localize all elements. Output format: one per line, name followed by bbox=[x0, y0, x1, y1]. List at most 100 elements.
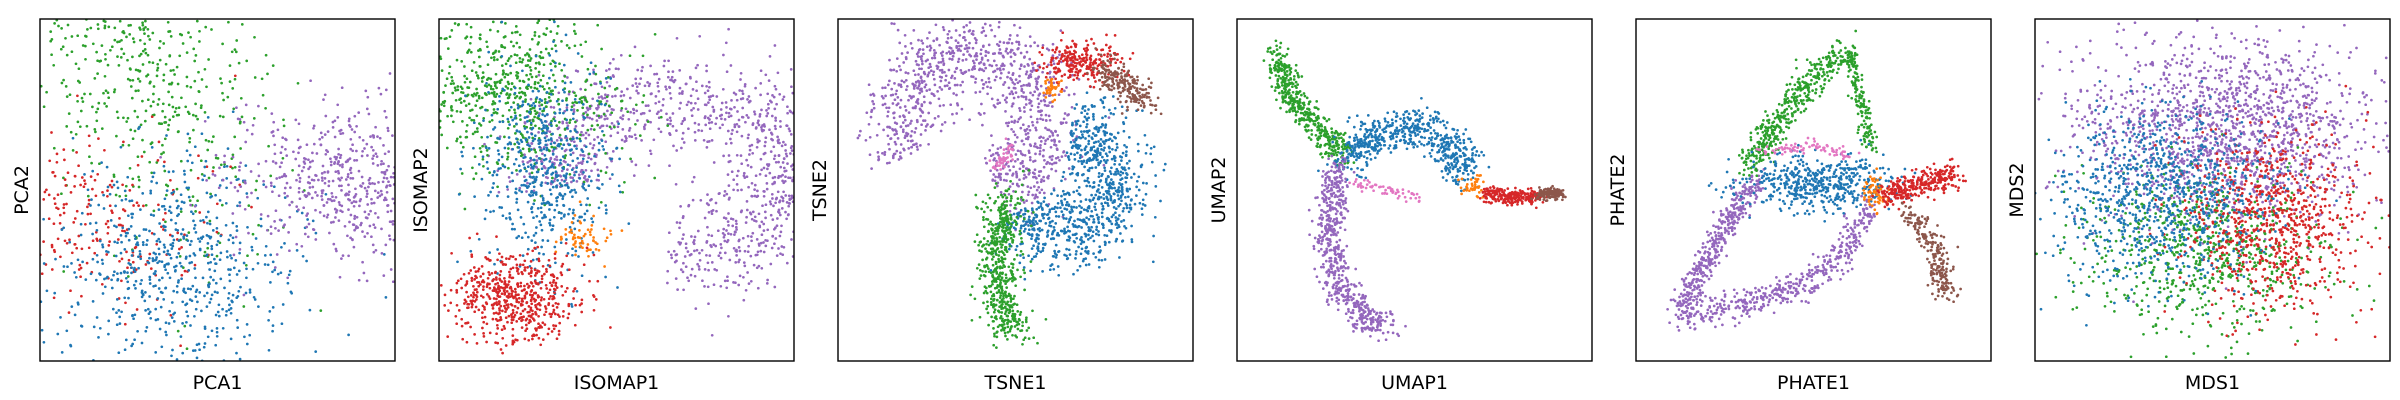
point bbox=[1035, 181, 1039, 184]
point bbox=[999, 146, 1003, 149]
point bbox=[167, 322, 171, 325]
point bbox=[185, 310, 188, 314]
point bbox=[48, 159, 52, 163]
point bbox=[348, 168, 352, 172]
point bbox=[687, 127, 690, 131]
point bbox=[70, 251, 74, 255]
point bbox=[876, 151, 880, 154]
point bbox=[112, 90, 116, 94]
point bbox=[899, 151, 902, 155]
point bbox=[485, 302, 489, 306]
point bbox=[743, 176, 747, 179]
point bbox=[173, 73, 176, 76]
point bbox=[144, 19, 147, 23]
point bbox=[519, 118, 522, 121]
point bbox=[601, 129, 604, 133]
point bbox=[305, 194, 309, 198]
point bbox=[668, 131, 671, 135]
point bbox=[302, 160, 306, 164]
point bbox=[469, 299, 473, 303]
point bbox=[787, 176, 790, 180]
point bbox=[205, 234, 209, 237]
point bbox=[568, 164, 572, 167]
point bbox=[501, 351, 504, 355]
point bbox=[678, 107, 681, 110]
point bbox=[474, 172, 478, 175]
point bbox=[1107, 116, 1111, 119]
point bbox=[349, 176, 353, 180]
point bbox=[573, 214, 577, 217]
point bbox=[122, 140, 125, 144]
point bbox=[769, 150, 773, 153]
point bbox=[1044, 126, 1047, 130]
point bbox=[787, 204, 791, 208]
point bbox=[460, 87, 464, 90]
point bbox=[515, 30, 519, 34]
point bbox=[591, 220, 595, 224]
point bbox=[122, 52, 126, 56]
point bbox=[779, 175, 783, 178]
point bbox=[891, 156, 895, 160]
point bbox=[78, 263, 82, 267]
point bbox=[737, 125, 741, 128]
point bbox=[1044, 118, 1048, 122]
point bbox=[527, 147, 531, 151]
point bbox=[529, 298, 533, 302]
series-2-points bbox=[40, 110, 388, 361]
point bbox=[269, 281, 272, 284]
point bbox=[193, 314, 196, 318]
point bbox=[622, 94, 626, 97]
point bbox=[298, 180, 302, 183]
point bbox=[445, 146, 449, 150]
point bbox=[888, 161, 891, 165]
point bbox=[723, 118, 727, 121]
point bbox=[760, 108, 763, 112]
point bbox=[749, 165, 753, 169]
point bbox=[100, 161, 103, 164]
point bbox=[497, 158, 501, 162]
point bbox=[772, 157, 776, 161]
point bbox=[235, 296, 239, 300]
point bbox=[387, 180, 390, 184]
point bbox=[195, 19, 199, 23]
point bbox=[480, 96, 484, 100]
point bbox=[382, 176, 386, 180]
point bbox=[198, 40, 201, 43]
point bbox=[96, 27, 100, 31]
point bbox=[508, 94, 511, 97]
point bbox=[266, 214, 270, 218]
point bbox=[548, 208, 551, 211]
point bbox=[740, 89, 744, 93]
point bbox=[663, 59, 666, 63]
point bbox=[921, 41, 925, 45]
point bbox=[488, 297, 492, 300]
point bbox=[758, 115, 762, 118]
point bbox=[141, 23, 145, 27]
point bbox=[447, 71, 451, 75]
point bbox=[1038, 149, 1042, 153]
point bbox=[144, 109, 148, 113]
point bbox=[717, 192, 721, 196]
point bbox=[467, 102, 471, 106]
point bbox=[565, 139, 569, 142]
point bbox=[468, 116, 471, 120]
point bbox=[555, 174, 559, 177]
point bbox=[771, 182, 774, 186]
point bbox=[910, 129, 914, 133]
point bbox=[940, 54, 944, 57]
scatter-points bbox=[40, 19, 395, 361]
point bbox=[964, 38, 967, 42]
point bbox=[1042, 136, 1045, 140]
point bbox=[131, 249, 135, 253]
point bbox=[534, 150, 538, 154]
point bbox=[504, 344, 508, 347]
point bbox=[189, 287, 193, 291]
point bbox=[545, 27, 549, 30]
point bbox=[119, 56, 123, 59]
point bbox=[326, 150, 330, 154]
point bbox=[368, 176, 372, 180]
point bbox=[459, 277, 463, 281]
point bbox=[344, 178, 348, 181]
point bbox=[352, 245, 356, 249]
point bbox=[590, 228, 593, 231]
